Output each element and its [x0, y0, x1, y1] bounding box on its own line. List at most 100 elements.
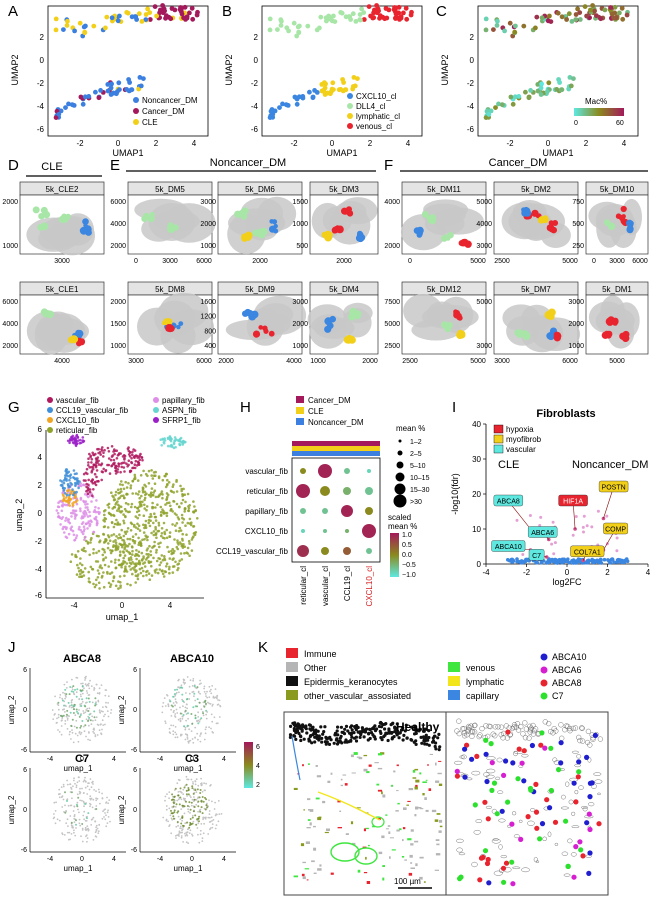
cell-outline [526, 735, 532, 741]
umap-point [104, 14, 110, 20]
cell-point [211, 820, 213, 822]
cell-point [57, 501, 60, 505]
cell-point [78, 731, 81, 733]
cell-point [198, 841, 201, 844]
cell-point [133, 456, 136, 460]
cell-outline [571, 811, 576, 816]
colorbar-tick: 4 [256, 763, 260, 770]
cell [330, 872, 334, 875]
cell-point [200, 782, 203, 784]
umap-point [483, 16, 489, 22]
cell-point [84, 676, 86, 679]
cluster-spot [626, 227, 632, 233]
cell-point [65, 477, 68, 481]
cell-point [90, 786, 93, 789]
cell-point [69, 731, 71, 733]
gene-point [602, 557, 607, 562]
cell-point [101, 553, 105, 557]
cell-point [98, 709, 101, 712]
cell [438, 830, 442, 833]
gene-transcript [565, 863, 571, 870]
cell-point [172, 730, 175, 733]
umap-point [323, 81, 328, 87]
cell-point [167, 820, 170, 823]
cell-point [185, 533, 188, 536]
cell-outline [486, 768, 496, 774]
cell-point [143, 561, 147, 564]
legend-capillary: capillary [466, 691, 500, 701]
epidermis-cell [384, 722, 388, 726]
gene-transcript [457, 876, 463, 882]
cell-point [95, 534, 99, 538]
cell [368, 844, 370, 847]
cell-point [121, 483, 124, 487]
cell-point [136, 577, 140, 581]
panel-title: 5k_DM12 [427, 285, 462, 294]
expr-point [182, 825, 185, 827]
cell-point [188, 504, 191, 507]
cell [435, 762, 437, 766]
cell-point [81, 701, 84, 703]
cell-outline [462, 733, 468, 739]
cell-point [152, 474, 156, 478]
cell-point [153, 569, 157, 572]
cell-point [136, 516, 139, 520]
cell-point [131, 560, 134, 564]
epidermis-cell [384, 731, 388, 735]
umap-point [307, 89, 312, 95]
cell-point [141, 500, 144, 504]
cell-point [178, 559, 181, 563]
cell-point [176, 541, 179, 544]
cell-point [82, 440, 85, 444]
cell-point [95, 475, 98, 479]
epidermis-cell [342, 732, 347, 736]
cell-outline [495, 776, 500, 780]
cell-point [147, 482, 151, 485]
cell-point [86, 692, 89, 694]
cell-point [191, 833, 193, 836]
cell-point [122, 494, 125, 498]
gene-point [608, 560, 612, 565]
cell-point [176, 799, 179, 802]
cell-point [205, 726, 208, 729]
cell [308, 763, 310, 765]
cell-point [185, 713, 188, 715]
cell-point [121, 545, 124, 549]
cell-point [112, 513, 115, 517]
x-tick: -4 [47, 856, 53, 863]
cell-point [127, 449, 130, 453]
cell-point [117, 462, 120, 465]
gene-transcript [518, 836, 524, 843]
cell-point [94, 505, 97, 509]
cell-point [164, 485, 168, 489]
expr-point [172, 798, 175, 801]
cell-point [179, 706, 181, 709]
cell-point [143, 538, 146, 541]
gene-transcript [485, 856, 491, 863]
y-tick: 1000 [2, 243, 18, 250]
cell-point [200, 823, 203, 825]
cell-point [203, 738, 206, 741]
gene-transcript [542, 745, 548, 751]
cell-point [151, 477, 155, 480]
epidermis-cell [379, 731, 383, 736]
cell [422, 793, 425, 796]
gene-point [582, 514, 586, 518]
cell-point [180, 835, 183, 837]
cell-point [209, 827, 212, 829]
cell-point [79, 482, 83, 485]
cell-point [171, 523, 174, 526]
row-label: CCL19_vascular_fib [216, 547, 289, 556]
group-bar [292, 451, 314, 456]
cell-point [88, 452, 91, 456]
cell-point [214, 814, 217, 817]
cell-point [171, 571, 175, 574]
cell [439, 825, 443, 828]
cell-point [88, 731, 90, 733]
umap-point [77, 20, 83, 26]
cell-point [70, 706, 73, 709]
cell-point [88, 687, 91, 690]
expr-point [75, 695, 78, 698]
umap-point [350, 11, 356, 17]
cluster-spot [547, 312, 555, 321]
